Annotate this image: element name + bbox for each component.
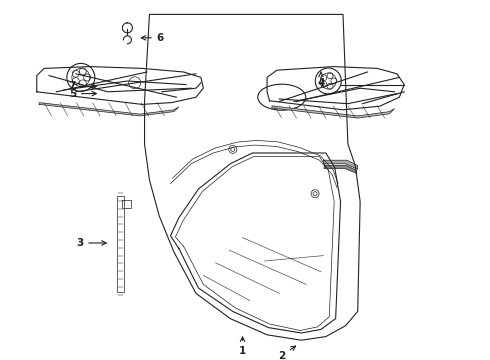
Polygon shape	[272, 106, 394, 118]
Text: 6: 6	[141, 33, 164, 43]
Polygon shape	[324, 166, 357, 174]
FancyBboxPatch shape	[117, 196, 123, 292]
Text: 4: 4	[317, 72, 325, 88]
Polygon shape	[323, 160, 358, 169]
Text: 5: 5	[69, 89, 97, 99]
Text: 2: 2	[278, 346, 295, 360]
Text: 1: 1	[239, 337, 246, 356]
Text: 3: 3	[76, 238, 106, 248]
Polygon shape	[39, 103, 179, 116]
Text: 7: 7	[69, 81, 97, 91]
